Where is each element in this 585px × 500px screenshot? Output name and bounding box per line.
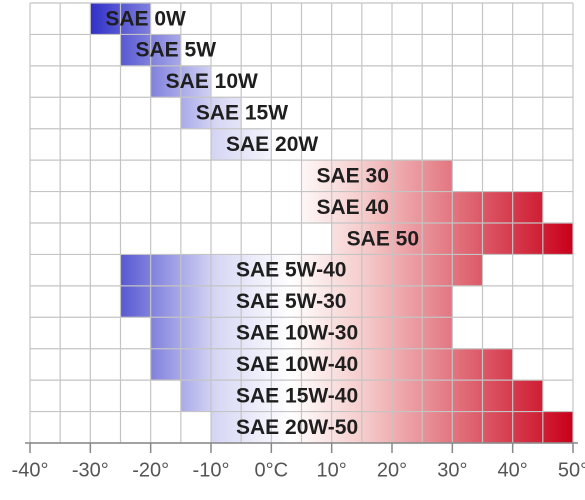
row-label: SAE 5W <box>136 39 217 62</box>
x-tick-label: -30° <box>72 459 109 481</box>
row-label: SAE 30 <box>317 164 389 187</box>
bar <box>120 285 453 318</box>
x-tick-label: 50° <box>558 459 585 481</box>
row-label: SAE 10W-40 <box>236 353 358 376</box>
x-tick-label: 20° <box>377 459 407 481</box>
row-label: SAE 5W-40 <box>236 259 346 282</box>
x-tick-label: -40° <box>12 459 49 481</box>
row-label: SAE 10W <box>166 70 258 93</box>
row-label: SAE 15W <box>196 102 288 125</box>
x-tick-label: -10° <box>193 459 230 481</box>
row-label: SAE 40 <box>317 196 389 219</box>
row-label: SAE 0W <box>105 7 186 30</box>
x-tick-label: 40° <box>498 459 528 481</box>
row-label: SAE 15W-40 <box>236 384 358 407</box>
x-tick-label: -20° <box>132 459 169 481</box>
row-label: SAE 20W <box>226 133 318 156</box>
row-label: SAE 10W-30 <box>236 322 358 345</box>
row-label: SAE 50 <box>347 227 419 250</box>
x-tick-label: 0°C <box>255 459 289 481</box>
bar <box>301 160 453 192</box>
row-label: SAE 20W-50 <box>236 416 358 439</box>
x-tick-label: 10° <box>317 459 347 481</box>
row-label: SAE 5W-30 <box>236 290 346 313</box>
x-tick-label: 30° <box>437 459 467 481</box>
